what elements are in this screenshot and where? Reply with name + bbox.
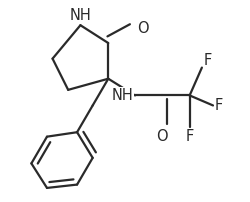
Text: O: O — [156, 129, 168, 144]
Text: NH: NH — [112, 88, 133, 103]
Text: F: F — [215, 98, 223, 113]
Text: NH: NH — [70, 8, 91, 23]
Text: O: O — [137, 21, 149, 36]
Text: F: F — [204, 53, 212, 67]
Text: F: F — [186, 129, 194, 144]
